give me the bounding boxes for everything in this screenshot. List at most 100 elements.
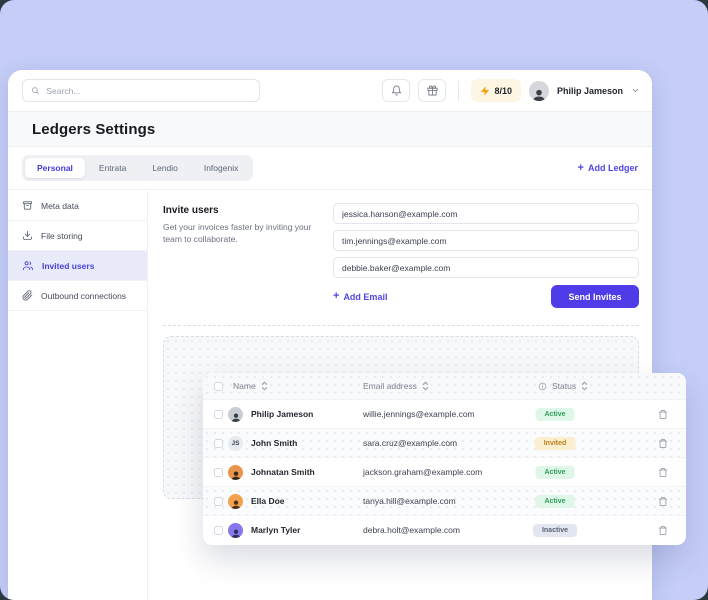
- invited-users-table: Name Email address Status Philip Jameson…: [203, 373, 686, 545]
- person-silhouette-icon: [230, 500, 241, 509]
- search-box[interactable]: [22, 79, 260, 102]
- sidebar-item-meta-data[interactable]: Meta data: [8, 191, 147, 221]
- sort-icon[interactable]: [581, 381, 588, 391]
- search-input[interactable]: [46, 85, 251, 96]
- bell-icon: [391, 85, 401, 96]
- tab-entrata[interactable]: Entrata: [98, 163, 127, 173]
- tab-lendio[interactable]: Lendio: [152, 163, 178, 173]
- avatar: [228, 406, 243, 422]
- title-band: Ledgers Settings: [8, 112, 652, 147]
- add-email-label: Add Email: [343, 291, 388, 302]
- paperclip-icon: [22, 290, 33, 301]
- trash-icon[interactable]: [658, 496, 668, 507]
- ledger-tabs: Personal Entrata Lendio Infogenix: [22, 155, 254, 181]
- select-all-checkbox[interactable]: [214, 381, 223, 391]
- trash-icon[interactable]: [658, 438, 668, 449]
- plus-icon: +: [577, 161, 584, 174]
- status-column-header[interactable]: Status: [552, 381, 577, 391]
- user-email-cell: tanya.hill@example.com: [363, 496, 456, 506]
- sidebar-item-outbound-connections[interactable]: Outbound connections: [8, 281, 147, 311]
- add-ledger-label: Add Ledger: [587, 163, 638, 173]
- invite-description: Get your invoices faster by inviting you…: [163, 222, 312, 245]
- avatar-initials: JS: [231, 439, 240, 447]
- plus-icon: +: [333, 290, 340, 302]
- add-ledger-button[interactable]: + Add Ledger: [577, 161, 638, 174]
- user-name-cell: Ella Doe: [251, 496, 285, 506]
- status-badge: Inactive: [532, 523, 578, 537]
- row-checkbox[interactable]: [214, 438, 223, 448]
- trash-icon[interactable]: [658, 409, 668, 420]
- topbar-right: 8/10 Philip Jameson: [382, 79, 640, 102]
- person-silhouette-icon: [230, 413, 241, 422]
- sidebar-item-file-storing[interactable]: File storing: [8, 221, 147, 251]
- user-name-cell: Marlyn Tyler: [251, 525, 301, 535]
- table-row: Philip Jameson willie.jennings@example.c…: [203, 399, 686, 428]
- invite-email-input-1[interactable]: [333, 203, 639, 224]
- users-icon: [22, 261, 34, 271]
- avatar: JS: [228, 435, 243, 451]
- info-icon: [538, 382, 547, 391]
- person-silhouette-icon: [532, 89, 546, 101]
- person-silhouette-icon: [230, 471, 241, 480]
- gifts-button[interactable]: [418, 79, 447, 102]
- sidebar-item-label: Outbound connections: [41, 290, 127, 301]
- invite-email-input-2[interactable]: [333, 230, 639, 251]
- table-row: Marlyn Tyler debra.holt@example.com Inac…: [203, 515, 686, 544]
- tab-infogenix[interactable]: Infogenix: [203, 163, 239, 173]
- sort-icon[interactable]: [422, 381, 429, 391]
- search-icon: [31, 87, 39, 95]
- row-checkbox[interactable]: [214, 525, 223, 535]
- add-email-button[interactable]: + Add Email: [333, 291, 387, 302]
- row-checkbox[interactable]: [214, 409, 223, 419]
- notifications-button[interactable]: [382, 79, 411, 102]
- sort-icon[interactable]: [261, 381, 268, 391]
- tab-personal[interactable]: Personal: [25, 158, 85, 178]
- sidebar-item-label: File storing: [41, 230, 83, 241]
- invite-heading: Invite users: [163, 205, 219, 216]
- send-invites-button[interactable]: Send Invites: [551, 285, 639, 308]
- chevron-down-icon[interactable]: [631, 86, 640, 95]
- user-name-cell: Philip Jameson: [251, 409, 314, 419]
- invite-actions: + Add Email Send Invites: [333, 285, 639, 308]
- download-icon: [22, 230, 33, 241]
- settings-sidebar: Meta data File storing Invited users Out…: [8, 191, 148, 600]
- dashed-divider: [163, 325, 639, 326]
- trash-icon[interactable]: [658, 467, 668, 478]
- invite-users-section: Invite users Get your invoices faster by…: [163, 203, 639, 308]
- invite-info: Invite users Get your invoices faster by…: [163, 203, 333, 308]
- usage-badge[interactable]: 8/10: [471, 79, 521, 102]
- avatar: [228, 464, 243, 480]
- table-row: JS John Smith sara.cruz@example.com Invi…: [203, 428, 686, 457]
- row-checkbox[interactable]: [214, 467, 223, 477]
- name-column-header[interactable]: Name: [233, 381, 256, 391]
- email-column-header[interactable]: Email address: [363, 381, 417, 391]
- user-name-cell: John Smith: [251, 438, 298, 448]
- row-checkbox[interactable]: [214, 496, 223, 506]
- user-email-cell: jackson.graham@example.com: [363, 467, 483, 477]
- status-badge: Active: [535, 407, 575, 421]
- user-avatar[interactable]: [528, 80, 549, 101]
- user-name[interactable]: Philip Jameson: [556, 85, 623, 96]
- user-email-cell: sara.cruz@example.com: [363, 438, 458, 448]
- user-email-cell: willie.jennings@example.com: [363, 409, 475, 419]
- trash-icon[interactable]: [658, 525, 668, 536]
- usage-count: 8/10: [494, 85, 512, 96]
- topbar-divider: [458, 80, 460, 101]
- topbar: 8/10 Philip Jameson: [8, 70, 652, 112]
- avatar: [228, 522, 243, 538]
- invite-form: + Add Email Send Invites: [333, 203, 639, 308]
- user-name-cell: Johnatan Smith: [251, 467, 315, 477]
- status-badge: Active: [535, 465, 575, 479]
- sidebar-item-invited-users[interactable]: Invited users: [8, 251, 147, 281]
- archive-box-icon: [22, 201, 33, 210]
- status-badge: Active: [535, 494, 575, 508]
- invite-email-input-3[interactable]: [333, 257, 639, 278]
- user-email-cell: debra.holt@example.com: [363, 525, 460, 535]
- table-row: Johnatan Smith jackson.graham@example.co…: [203, 457, 686, 486]
- table-row: Ella Doe tanya.hill@example.com Active: [203, 486, 686, 515]
- tabs-row: Personal Entrata Lendio Infogenix + Add …: [8, 147, 652, 190]
- status-badge: Invited: [534, 436, 576, 450]
- page-title: Ledgers Settings: [32, 120, 156, 138]
- table-header: Name Email address Status: [203, 373, 686, 399]
